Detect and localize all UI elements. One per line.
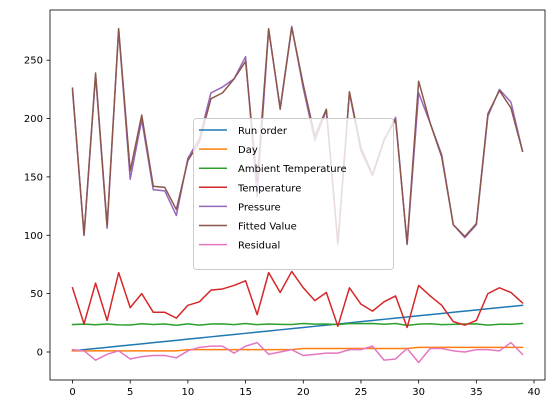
legend-label: Run order [238,126,288,137]
legend-label: Ambient Temperature [238,164,347,175]
x-tick-label: 35 [470,387,483,398]
legend-label: Residual [238,241,280,252]
series-line-fitted-value [71,26,524,245]
y-tick-label: 250 [24,56,43,67]
y-tick-label: 50 [30,289,43,300]
x-tick-label: 40 [528,387,541,398]
y-tick-label: 200 [24,114,43,125]
series-line-day [71,346,524,352]
series-line-residual [71,341,524,364]
legend: Run order Day Ambient Temperature Temperatu… [193,118,394,270]
x-tick-label: 0 [69,387,75,398]
series-line-ambient-temperature [71,322,524,327]
legend-label: Temperature [237,183,301,194]
x-tick-label: 5 [127,387,133,398]
x-tick-label: 30 [412,387,425,398]
x-tick-label: 25 [355,387,368,398]
y-axis: 0 50 100 150 200 250 [24,56,50,358]
legend-label: Pressure [238,202,281,213]
y-tick-label: 100 [24,231,43,242]
y-tick-label: 0 [37,347,43,358]
legend-label: Day [238,145,258,156]
x-tick-label: 20 [297,387,310,398]
legend-label: Fitted Value [238,222,297,233]
x-axis: 0 5 10 15 20 25 30 35 40 [69,380,540,398]
y-tick-label: 150 [24,172,43,183]
legend-box [193,118,394,270]
series-line-temperature [71,270,524,329]
x-tick-label: 15 [239,387,252,398]
plot-frame [49,9,546,381]
series-layer [71,25,524,364]
x-tick-label: 10 [182,387,195,398]
